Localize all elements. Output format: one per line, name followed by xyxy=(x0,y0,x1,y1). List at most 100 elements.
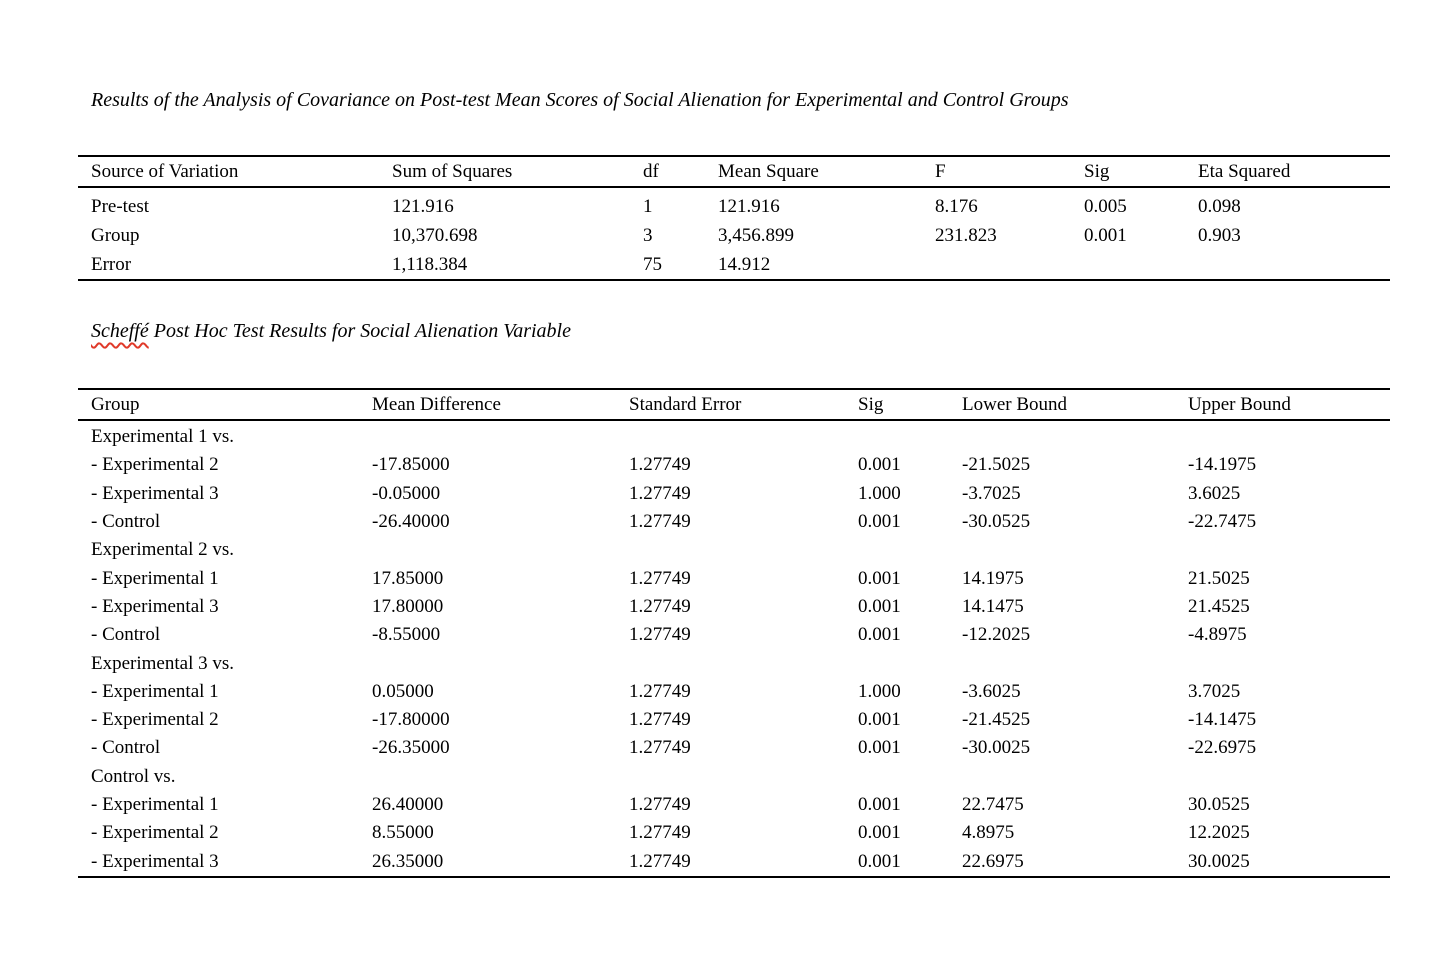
table-row: - Experimental 1 26.40000 1.27749 0.001 22.7… xyxy=(78,791,1390,819)
table-cell: 21.4525 xyxy=(1188,595,1250,617)
column-header-cell: Source of Variation xyxy=(91,160,239,182)
table-row: - Experimental 2 8.55000 1.27749 0.001 4.897… xyxy=(78,819,1390,847)
table-cell: 0.001 xyxy=(1084,224,1127,246)
table-cell: - Experimental 3 xyxy=(91,482,219,504)
table-cell: 21.5025 xyxy=(1188,567,1250,589)
table-cell: 22.7475 xyxy=(962,794,1024,815)
table-cell: -22.7475 xyxy=(1188,511,1257,533)
table-cell: -26.35000 xyxy=(372,737,450,759)
table-cell: -17.80000 xyxy=(372,709,450,731)
table-row: - Experimental 2 -17.80000 1.27749 0.001 -21… xyxy=(78,706,1390,734)
table-cell: - Control xyxy=(91,737,161,759)
table-cell: 0.001 xyxy=(858,709,901,731)
table-cell: 75 xyxy=(643,253,662,275)
column-header-cell: Sum of Squares xyxy=(392,160,513,182)
column-header-cell: Group xyxy=(91,393,140,415)
table-cell: -8.55000 xyxy=(372,624,441,646)
table-cell: 14.1475 xyxy=(962,595,1024,617)
table-cell: 1 xyxy=(643,195,653,217)
table-row: Source of Variation Sum of Squares df Mean … xyxy=(78,157,1390,186)
table-cell: 4.8975 xyxy=(962,822,1015,844)
table-cell: 1.27749 xyxy=(629,482,691,504)
table-cell: 1.000 xyxy=(858,680,901,702)
table-cell: 0.05000 xyxy=(372,680,434,702)
table-cell: - Control xyxy=(91,624,161,646)
table-cell: 3 xyxy=(643,224,653,246)
table-row: Control vs. xyxy=(78,763,1390,791)
table-cell: Group xyxy=(91,224,140,246)
table-cell: 17.85000 xyxy=(372,567,444,589)
table-cell: 8.55000 xyxy=(372,822,434,844)
table-cell: 1.27749 xyxy=(629,737,691,759)
table-cell: 1.27749 xyxy=(629,511,691,533)
posthoc-table-header: Group Mean Difference Standard Error Sig Low… xyxy=(78,390,1390,421)
column-header-cell: Standard Error xyxy=(629,393,742,415)
table-cell: 3,456.899 xyxy=(718,224,794,246)
table-cell: 22.6975 xyxy=(962,850,1024,872)
table-cell: - Experimental 1 xyxy=(91,567,219,589)
table-row: - Control -8.55000 1.27749 0.001 -12.2025 -4.… xyxy=(78,621,1390,649)
table-cell: 0.001 xyxy=(858,822,901,844)
table-cell: - Experimental 2 xyxy=(91,454,219,476)
column-header-cell: Sig xyxy=(1084,160,1110,182)
table-cell: -30.0525 xyxy=(962,511,1031,533)
misspelled-word-scheffe: Scheffé xyxy=(91,320,149,342)
table-row: - Experimental 3 17.80000 1.27749 0.001 14.1… xyxy=(78,593,1390,621)
table-cell: -17.85000 xyxy=(372,454,450,476)
table-cell: 0.005 xyxy=(1084,195,1127,217)
table-cell: 12.2025 xyxy=(1188,822,1250,844)
table-cell: 1.000 xyxy=(858,482,901,504)
table-cell: 1.27749 xyxy=(629,624,691,646)
table-row: Group Mean Difference Standard Error Sig Low… xyxy=(78,390,1390,419)
ancova-table-body: Pre-test 121.916 1 121.916 8.176 0.005 0.098 Gr… xyxy=(78,188,1390,279)
table-cell: 14.1975 xyxy=(962,567,1024,589)
table-cell: -21.5025 xyxy=(962,454,1031,476)
table-cell: 10,370.698 xyxy=(392,224,478,246)
table-row: - Control -26.35000 1.27749 0.001 -30.0025 -2… xyxy=(78,734,1390,762)
table-cell: -14.1975 xyxy=(1188,454,1257,476)
table-cell: - Experimental 1 xyxy=(91,680,219,702)
table-cell: 3.6025 xyxy=(1188,482,1241,504)
table-cell: 26.40000 xyxy=(372,794,444,815)
table-row: - Experimental 3 -0.05000 1.27749 1.000 -3.7… xyxy=(78,480,1390,508)
table-cell: 0.001 xyxy=(858,595,901,617)
table-cell: 8.176 xyxy=(935,195,978,217)
table-cell: -21.4525 xyxy=(962,709,1031,731)
table-cell: - Experimental 3 xyxy=(91,850,219,872)
table-cell: 14.912 xyxy=(718,253,771,275)
table-cell: 1.27749 xyxy=(629,567,691,589)
table-cell: 1.27749 xyxy=(629,680,691,702)
column-header-cell: Upper Bound xyxy=(1188,393,1291,415)
table-row: - Control -26.40000 1.27749 0.001 -30.0525 -2… xyxy=(78,508,1390,536)
table-cell: 3.7025 xyxy=(1188,680,1241,702)
table-cell: 121.916 xyxy=(392,195,454,217)
table-cell: -3.7025 xyxy=(962,482,1021,504)
table-cell: 0.001 xyxy=(858,737,901,759)
table-cell: 1.27749 xyxy=(629,709,691,731)
column-header-cell: Lower Bound xyxy=(962,393,1068,415)
table-cell: 26.35000 xyxy=(372,850,444,872)
table-cell: -12.2025 xyxy=(962,624,1031,646)
table-row: - Experimental 2 -17.85000 1.27749 0.001 -21… xyxy=(78,451,1390,479)
table-cell: -26.40000 xyxy=(372,511,450,533)
table-row: - Experimental 1 0.05000 1.27749 1.000 -3.60… xyxy=(78,678,1390,706)
table-cell: - Experimental 2 xyxy=(91,822,219,844)
table-row: - Experimental 3 26.35000 1.27749 0.001 22.6… xyxy=(78,847,1390,875)
table-cell: Error xyxy=(91,253,132,275)
table-cell: 0.001 xyxy=(858,794,901,815)
table-cell: -30.0025 xyxy=(962,737,1031,759)
table-row: Experimental 3 vs. xyxy=(78,649,1390,677)
table-cell: 30.0525 xyxy=(1188,794,1250,815)
table-row: Experimental 1 vs. xyxy=(78,423,1390,451)
column-header-cell: F xyxy=(935,160,946,182)
table-cell: 17.80000 xyxy=(372,595,444,617)
scheffe-table-title: Scheffé Post Hoc Test Results for Social… xyxy=(91,319,571,343)
scheffe-title-rest: Post Hoc Test Results for Social Alienat… xyxy=(148,320,571,342)
table-row: Experimental 2 vs. xyxy=(78,536,1390,564)
table-cell: Control vs. xyxy=(91,765,176,787)
table-cell: 0.001 xyxy=(858,567,901,589)
table-cell: 0.903 xyxy=(1198,224,1241,246)
table-cell: 0.098 xyxy=(1198,195,1241,217)
table-cell: 0.001 xyxy=(858,850,901,872)
